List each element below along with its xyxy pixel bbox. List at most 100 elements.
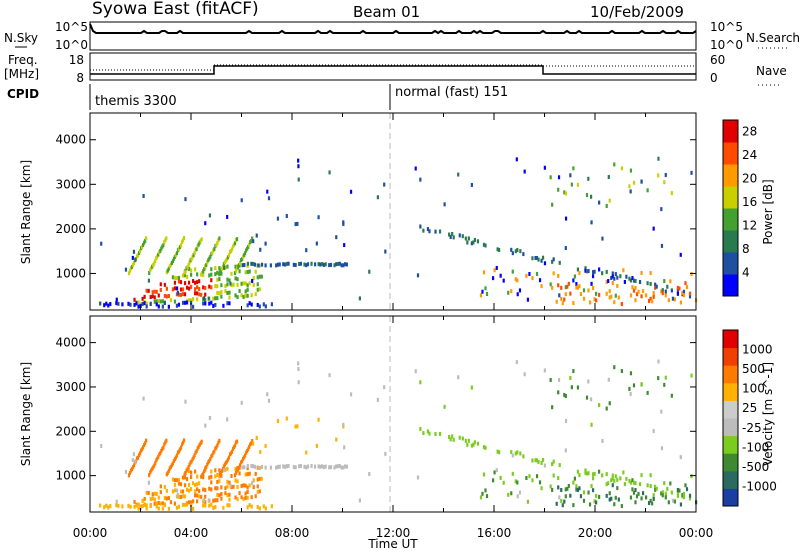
velocity-cell <box>549 484 552 489</box>
power-cell <box>186 265 189 270</box>
power-cell <box>177 279 181 284</box>
velocity-cell <box>669 481 672 486</box>
power-cell <box>198 279 201 284</box>
power-cell <box>549 282 552 287</box>
velocity-cell <box>660 491 663 496</box>
power-cell <box>189 284 193 289</box>
velocity-colorbar-tick: 25 <box>742 401 757 415</box>
power-cell <box>214 302 217 307</box>
power-cell <box>329 262 333 267</box>
velocity-cell <box>142 445 145 450</box>
velocity-cell <box>145 506 148 511</box>
velocity-cell <box>495 468 498 473</box>
velocity-cell <box>614 474 617 479</box>
velocity-cell <box>543 368 546 373</box>
power-cell <box>240 198 243 203</box>
velocity-cell <box>138 451 142 456</box>
velocity-cell <box>173 488 177 493</box>
velocity-cell <box>137 506 140 511</box>
velocity-cell <box>210 474 213 479</box>
velocity-cell <box>601 473 604 478</box>
velocity-cell <box>561 503 564 508</box>
velocity-cell <box>133 504 136 509</box>
velocity-cell <box>690 373 693 378</box>
power-cell <box>601 271 604 276</box>
power-cell <box>142 193 145 198</box>
power-cell <box>246 303 249 308</box>
velocity-cell <box>607 481 610 486</box>
power-cell <box>555 299 558 304</box>
velocity-cell <box>629 371 633 376</box>
power-cell <box>100 241 103 246</box>
velocity-cell <box>155 504 158 509</box>
velocity-cell <box>667 500 670 505</box>
colorbar-swatch <box>723 365 738 384</box>
power-cell <box>514 277 517 282</box>
power-cell <box>266 189 269 194</box>
velocity-cell <box>558 495 561 500</box>
velocity-cell <box>419 426 422 431</box>
velocity-cell <box>620 504 623 509</box>
velocity-cell <box>588 502 592 507</box>
power-cell <box>133 297 136 302</box>
power-cell <box>258 263 261 268</box>
power-cell <box>629 278 633 283</box>
power-cell <box>220 283 223 288</box>
power-cell <box>635 292 639 297</box>
velocity-cell <box>584 470 587 475</box>
velocity-cell <box>143 503 146 508</box>
power-cell <box>537 257 540 262</box>
power-cell <box>526 297 530 302</box>
velocity-cell <box>151 492 154 497</box>
power-cell <box>214 272 217 277</box>
velocity-cell <box>628 386 631 391</box>
velocity-cell <box>472 442 475 447</box>
power-cell <box>616 275 619 280</box>
velocity-cell <box>564 494 567 499</box>
power-cell <box>358 296 362 301</box>
velocity-cell <box>153 491 156 496</box>
y-tick-label: 3000 <box>55 380 86 394</box>
colorbar-swatch <box>723 274 738 297</box>
power-cell <box>543 261 547 266</box>
power-cell <box>205 262 208 267</box>
velocity-colorbar-tick: 100 <box>742 382 765 396</box>
power-cell <box>134 257 137 262</box>
power-cell <box>313 262 317 267</box>
power-cell <box>664 293 667 298</box>
power-cell <box>175 286 179 291</box>
power-cell <box>298 262 301 267</box>
velocity-cell <box>482 445 486 450</box>
power-cell <box>340 263 343 268</box>
power-cell <box>211 250 214 255</box>
power-cell <box>136 253 140 258</box>
power-cell <box>611 274 614 279</box>
power-cell <box>226 255 230 260</box>
colorbar-swatch <box>723 142 738 165</box>
power-cell <box>514 249 517 254</box>
velocity-cell <box>670 490 673 495</box>
power-cell <box>593 269 596 274</box>
nsearch-tick-bottom: 10^0 <box>710 38 743 52</box>
power-cell <box>159 248 162 253</box>
velocity-cell <box>145 438 148 443</box>
velocity-cell <box>250 495 253 500</box>
velocity-cell <box>264 443 267 448</box>
power-ylabel: Slant Range [km] <box>19 160 33 264</box>
velocity-cell <box>267 398 271 403</box>
power-cell <box>426 227 430 232</box>
velocity-cell <box>428 431 431 436</box>
power-cell <box>561 301 564 306</box>
power-cell <box>473 237 476 242</box>
velocity-cell <box>522 454 525 459</box>
power-cell <box>226 282 229 287</box>
power-cell <box>566 284 569 289</box>
power-colorbar-tick: 24 <box>742 148 757 162</box>
velocity-cell <box>159 484 162 489</box>
velocity-cell <box>649 473 652 478</box>
velocity-cell <box>209 457 212 462</box>
power-cell <box>182 236 186 241</box>
power-cell <box>99 301 102 306</box>
power-cell <box>467 236 470 241</box>
freq-frame <box>89 52 697 81</box>
